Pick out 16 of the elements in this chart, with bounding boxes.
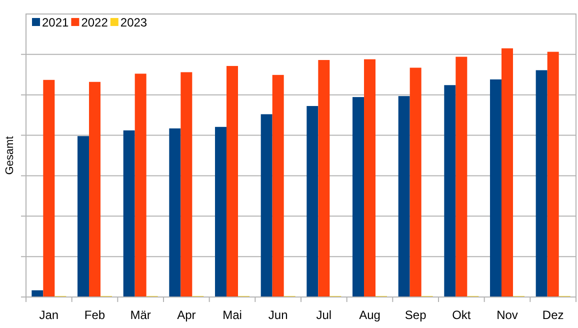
x-tick-label: Nov: [496, 308, 518, 322]
x-tick-label: Jul: [316, 308, 332, 322]
x-tick-label: Aug: [359, 308, 380, 322]
x-tick-label: Apr: [177, 308, 196, 322]
legend-label: 2023: [120, 16, 148, 30]
y-axis-title: Gesamt: [4, 136, 16, 175]
legend-label: 2021: [42, 16, 70, 30]
x-tick-label: Jun: [268, 308, 288, 322]
x-tick-label: Mai: [222, 308, 242, 322]
x-tick-label: Okt: [452, 308, 472, 322]
x-tick-label: Mär: [130, 308, 151, 322]
x-tick-label: Sep: [404, 308, 427, 322]
x-tick-label: Dez: [542, 308, 564, 322]
x-tick-label: Feb: [84, 308, 106, 322]
legend-label: 2022: [81, 16, 108, 30]
x-tick-label: Jan: [39, 308, 59, 322]
